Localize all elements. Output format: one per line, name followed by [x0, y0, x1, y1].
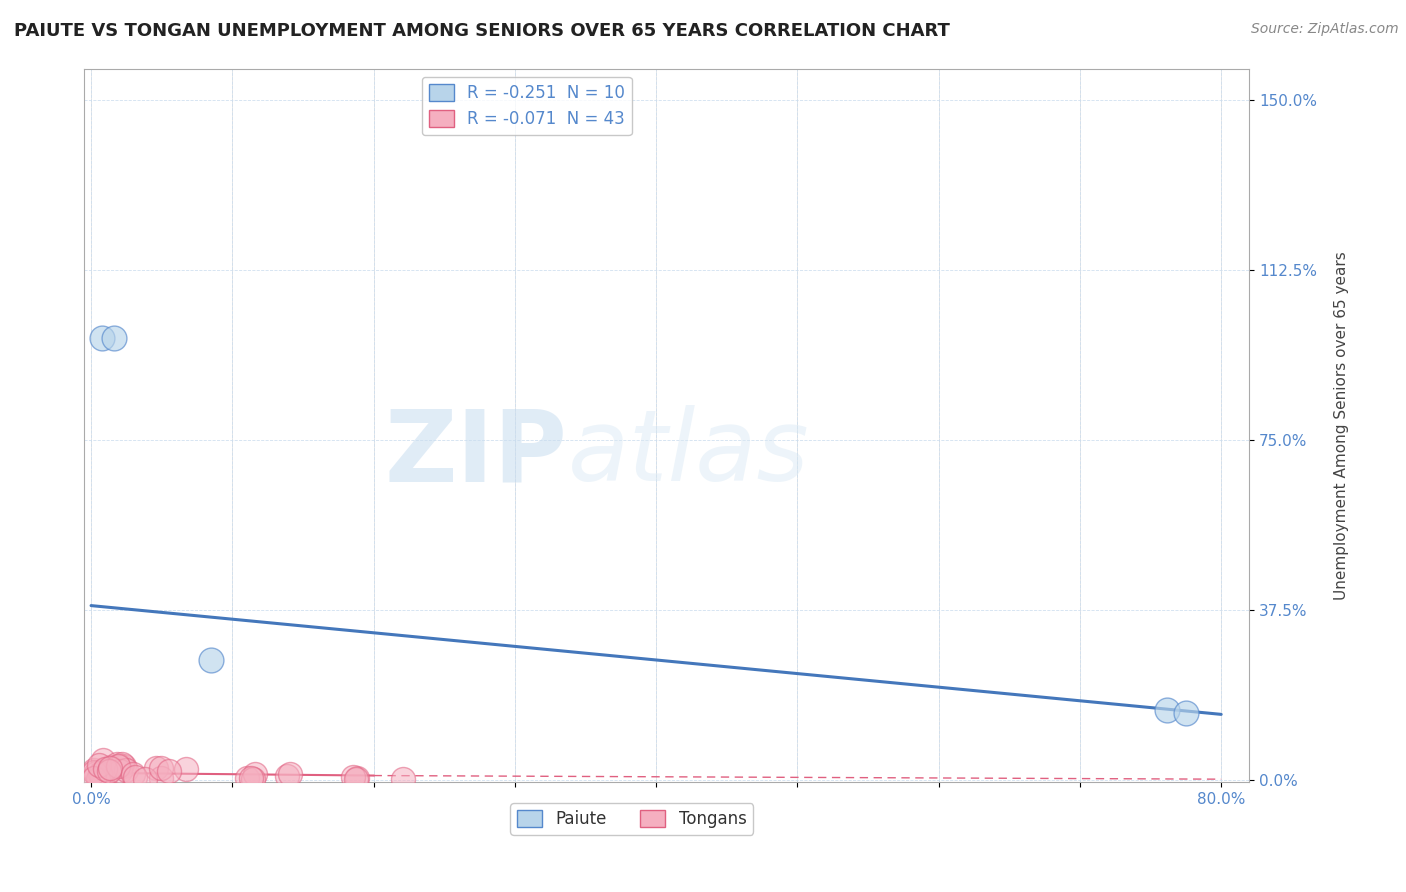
- Point: [83, 771, 105, 785]
- Point: [1156, 703, 1178, 717]
- Point: [87, 772, 110, 786]
- Point: [276, 769, 298, 783]
- Point: [100, 760, 122, 774]
- Point: [134, 772, 156, 787]
- Point: [111, 756, 134, 771]
- Point: [87, 772, 110, 786]
- Point: [107, 759, 129, 773]
- Point: [245, 767, 267, 781]
- Point: [122, 766, 145, 780]
- Text: ZIP: ZIP: [385, 406, 568, 502]
- Point: [97, 764, 120, 779]
- Point: [239, 771, 262, 785]
- Point: [1174, 706, 1197, 720]
- Point: [98, 761, 121, 775]
- Point: [90, 769, 112, 783]
- Point: [346, 771, 368, 785]
- Point: [90, 772, 112, 786]
- Point: [93, 770, 115, 784]
- Point: [105, 757, 128, 772]
- Text: Source: ZipAtlas.com: Source: ZipAtlas.com: [1251, 22, 1399, 37]
- Point: [115, 764, 138, 778]
- Point: [89, 758, 111, 772]
- Y-axis label: Unemployment Among Seniors over 65 years: Unemployment Among Seniors over 65 years: [1334, 251, 1348, 599]
- Point: [242, 772, 264, 786]
- Point: [149, 761, 172, 775]
- Point: [83, 763, 105, 777]
- Text: atlas: atlas: [568, 406, 810, 502]
- Point: [157, 764, 180, 779]
- Point: [89, 767, 111, 781]
- Text: PAIUTE VS TONGAN UNEMPLOYMENT AMONG SENIORS OVER 65 YEARS CORRELATION CHART: PAIUTE VS TONGAN UNEMPLOYMENT AMONG SENI…: [14, 22, 950, 40]
- Point: [176, 762, 198, 776]
- Point: [110, 758, 132, 772]
- Point: [391, 772, 413, 786]
- Point: [91, 764, 114, 778]
- Point: [112, 759, 135, 773]
- Point: [90, 765, 112, 780]
- Point: [149, 771, 172, 785]
- Point: [103, 331, 125, 345]
- Point: [108, 764, 131, 778]
- Point: [145, 761, 167, 775]
- Legend: Paiute, Tongans: Paiute, Tongans: [510, 803, 754, 835]
- Point: [94, 762, 117, 776]
- Point: [124, 770, 146, 784]
- Point: [91, 331, 114, 345]
- Point: [278, 766, 301, 780]
- Point: [342, 770, 364, 784]
- Point: [235, 771, 257, 785]
- Point: [83, 765, 105, 780]
- Point: [91, 753, 114, 767]
- Point: [200, 653, 222, 667]
- Point: [84, 766, 107, 780]
- Point: [344, 772, 367, 786]
